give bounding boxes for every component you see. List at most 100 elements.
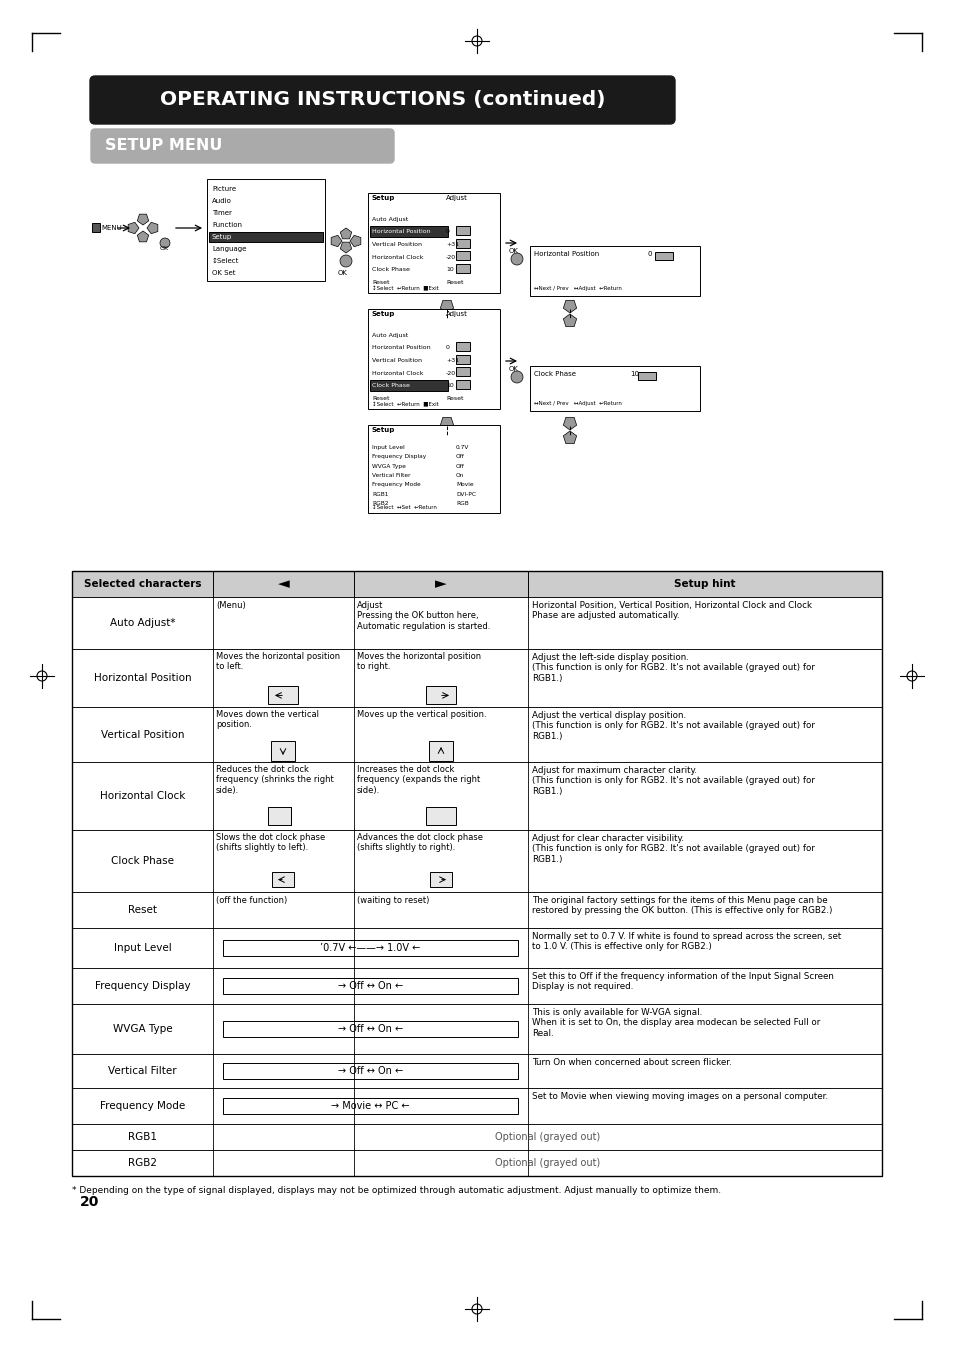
Text: Adjust for clear character visibility.
(This function is only for RGB2. It's not: Adjust for clear character visibility. (…: [532, 834, 814, 863]
Bar: [71, 571, 882, 1175]
Text: Slows the dot clock phase
(shifts slightly to left).: Slows the dot clock phase (shifts slight…: [215, 834, 325, 852]
Text: Reduces the dot clock
frequency (shrinks the right
side).: Reduces the dot clock frequency (shrinks…: [215, 765, 334, 794]
Text: ↔Next / Prev   ↔Adjust  ↩Return: ↔Next / Prev ↔Adjust ↩Return: [534, 286, 621, 290]
Text: Auto Adjust*: Auto Adjust*: [110, 617, 175, 628]
Text: Input Level: Input Level: [113, 943, 172, 952]
Text: Set to Movie when viewing moving images on a personal computer.: Set to Movie when viewing moving images …: [532, 1092, 827, 1101]
Text: Frequency Mode: Frequency Mode: [100, 1101, 185, 1111]
Text: OK: OK: [337, 270, 348, 276]
Bar: [91, 223, 100, 232]
Text: Horizontal Position: Horizontal Position: [372, 230, 430, 234]
Text: Frequency Display: Frequency Display: [372, 454, 426, 459]
Bar: [638, 372, 656, 380]
Text: Off: Off: [456, 454, 464, 459]
Text: OK: OK: [509, 366, 518, 372]
Text: DVI-PC: DVI-PC: [456, 492, 476, 497]
Text: ↔Next / Prev   ↔Adjust  ↩Return: ↔Next / Prev ↔Adjust ↩Return: [534, 401, 621, 407]
Bar: [456, 342, 470, 351]
Text: Horizontal Position: Horizontal Position: [534, 251, 598, 257]
Bar: [71, 648, 882, 707]
Text: OK: OK: [509, 249, 518, 254]
Bar: [71, 762, 882, 830]
Circle shape: [339, 255, 352, 267]
Bar: [71, 1088, 882, 1124]
Text: The original factory settings for the items of this Menu page can be
restored by: The original factory settings for the it…: [532, 896, 832, 916]
Bar: [71, 1054, 882, 1088]
Bar: [456, 239, 470, 247]
Text: 0: 0: [446, 346, 450, 350]
Text: +31: +31: [446, 242, 458, 247]
Text: This is only available for W-VGA signal.
When it is set to On, the display area : This is only available for W-VGA signal.…: [532, 1008, 820, 1038]
Text: -20: -20: [446, 370, 456, 376]
Text: Reset: Reset: [446, 396, 463, 401]
Text: (off the function): (off the function): [215, 896, 287, 905]
Text: Set this to Off if the frequency information of the Input Signal Screen
Display : Set this to Off if the frequency informa…: [532, 971, 833, 992]
Text: On: On: [456, 473, 464, 478]
Bar: [71, 1124, 882, 1150]
Text: Selected characters: Selected characters: [84, 580, 201, 589]
Text: Normally set to 0.7 V. If white is found to spread across the screen, set
to 1.0: Normally set to 0.7 V. If white is found…: [532, 932, 841, 951]
Text: Setup hint: Setup hint: [674, 580, 735, 589]
Text: RGB1: RGB1: [128, 1132, 157, 1142]
Text: Frequency Mode: Frequency Mode: [372, 482, 420, 488]
Text: Movie: Movie: [456, 482, 473, 488]
Text: Moves the horizontal position
to right.: Moves the horizontal position to right.: [356, 653, 480, 671]
Text: Clock Phase: Clock Phase: [372, 267, 410, 272]
Text: 0: 0: [647, 251, 652, 257]
Text: Reset: Reset: [128, 905, 157, 915]
Bar: [456, 263, 470, 273]
Bar: [71, 571, 882, 597]
Text: Horizontal Clock: Horizontal Clock: [372, 254, 423, 259]
Text: +31: +31: [446, 358, 458, 363]
Text: Clock Phase: Clock Phase: [111, 857, 173, 866]
Bar: [430, 873, 452, 888]
Text: Auto Adjust: Auto Adjust: [372, 216, 408, 222]
Text: OK: OK: [160, 246, 169, 251]
Text: Turn On when concerned about screen flicker.: Turn On when concerned about screen flic…: [532, 1058, 731, 1067]
Polygon shape: [268, 808, 291, 825]
Circle shape: [511, 372, 522, 382]
Bar: [655, 253, 672, 259]
Circle shape: [160, 238, 170, 249]
Text: Vertical Position: Vertical Position: [372, 242, 421, 247]
Bar: [368, 426, 499, 513]
Text: Vertical Filter: Vertical Filter: [108, 1066, 176, 1075]
Bar: [223, 1098, 517, 1115]
Text: Optional (grayed out): Optional (grayed out): [495, 1158, 599, 1169]
Text: Picture: Picture: [212, 185, 236, 192]
Bar: [223, 1021, 517, 1038]
Text: -20: -20: [446, 254, 456, 259]
FancyBboxPatch shape: [91, 128, 394, 163]
Bar: [368, 309, 499, 409]
Bar: [223, 978, 517, 994]
Bar: [426, 808, 456, 825]
Text: → Movie ↔ PC ←: → Movie ↔ PC ←: [331, 1101, 410, 1111]
Text: WVGA Type: WVGA Type: [372, 463, 405, 469]
Text: Reset: Reset: [446, 280, 463, 285]
Text: Language: Language: [212, 246, 246, 251]
Text: Off: Off: [456, 463, 464, 469]
Bar: [530, 366, 700, 411]
Text: Setup: Setup: [372, 427, 395, 434]
Text: Adjust the left-side display position.
(This function is only for RGB2. It's not: Adjust the left-side display position. (…: [532, 653, 814, 682]
Text: 10: 10: [629, 372, 639, 377]
Text: → Off ↔ On ←: → Off ↔ On ←: [337, 981, 402, 992]
Bar: [71, 928, 882, 969]
Bar: [429, 740, 453, 761]
Text: Function: Function: [212, 222, 242, 227]
Text: RGB: RGB: [456, 501, 468, 507]
Text: ◄: ◄: [277, 577, 289, 592]
Bar: [71, 597, 882, 648]
Text: Input Level: Input Level: [372, 444, 404, 450]
Bar: [456, 355, 470, 363]
Text: 20: 20: [80, 1196, 99, 1209]
Text: Advances the dot clock phase
(shifts slightly to right).: Advances the dot clock phase (shifts sli…: [356, 834, 482, 852]
Text: Vertical Position: Vertical Position: [372, 358, 421, 363]
Text: (waiting to reset): (waiting to reset): [356, 896, 429, 905]
Text: OPERATING INSTRUCTIONS (continued): OPERATING INSTRUCTIONS (continued): [159, 91, 604, 109]
Text: Adjust: Adjust: [446, 195, 467, 201]
Text: RGB1: RGB1: [372, 492, 388, 497]
Bar: [71, 707, 882, 762]
Text: Increases the dot clock
frequency (expands the right
side).: Increases the dot clock frequency (expan…: [356, 765, 479, 794]
Bar: [71, 1150, 882, 1175]
